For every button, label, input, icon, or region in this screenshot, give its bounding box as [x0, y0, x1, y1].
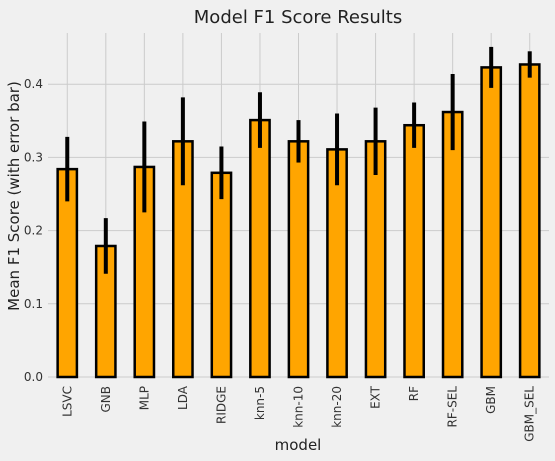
x-tick-label: EXT	[369, 385, 383, 409]
bar-knn-10	[287, 140, 310, 379]
x-tick-label: RIDGE	[214, 386, 228, 424]
x-tick-label: RF	[407, 386, 421, 401]
y-tick-label: 0.1	[24, 297, 43, 311]
bars-layer	[56, 63, 541, 379]
x-tick-label: knn-5	[253, 386, 267, 420]
bar-ext	[364, 140, 387, 379]
y-tick-label: 0.2	[24, 224, 43, 238]
chart-title: Model F1 Score Results	[194, 7, 402, 28]
y-axis-label: Mean F1 Score (with error bar)	[5, 81, 23, 311]
x-tick-label: knn-10	[292, 386, 306, 428]
x-tick-label: RF-SEL	[446, 386, 460, 428]
y-tick-label: 0.3	[24, 150, 43, 164]
x-tick-label: GNB	[99, 386, 113, 413]
x-axis-label: model	[275, 436, 322, 454]
x-tick-label: GBM	[484, 386, 498, 414]
x-tick-label: knn-20	[330, 386, 344, 428]
y-tick-label: 0.0	[24, 370, 43, 384]
bar-rf	[403, 123, 426, 379]
y-ticks-layer: 0.0 0.1 0.2 0.3 0.4	[24, 77, 43, 384]
x-ticks-layer: LSVC GNB MLP LDA RIDGE knn-5 knn-10 knn-20 EXT RF…	[60, 385, 536, 442]
x-tick-label: LDA	[176, 385, 190, 410]
error-bars-layer	[65, 46, 532, 274]
bar-gbm	[480, 66, 503, 379]
bar-gbm_sel	[518, 63, 541, 379]
bar-ridge	[210, 171, 233, 379]
x-tick-label: MLP	[137, 386, 151, 410]
x-tick-label: LSVC	[60, 386, 74, 417]
bar-rf-sel	[441, 110, 464, 379]
bar-knn-5	[249, 118, 271, 379]
x-tick-label: GBM_SEL	[523, 386, 537, 442]
y-tick-label: 0.4	[24, 77, 43, 91]
